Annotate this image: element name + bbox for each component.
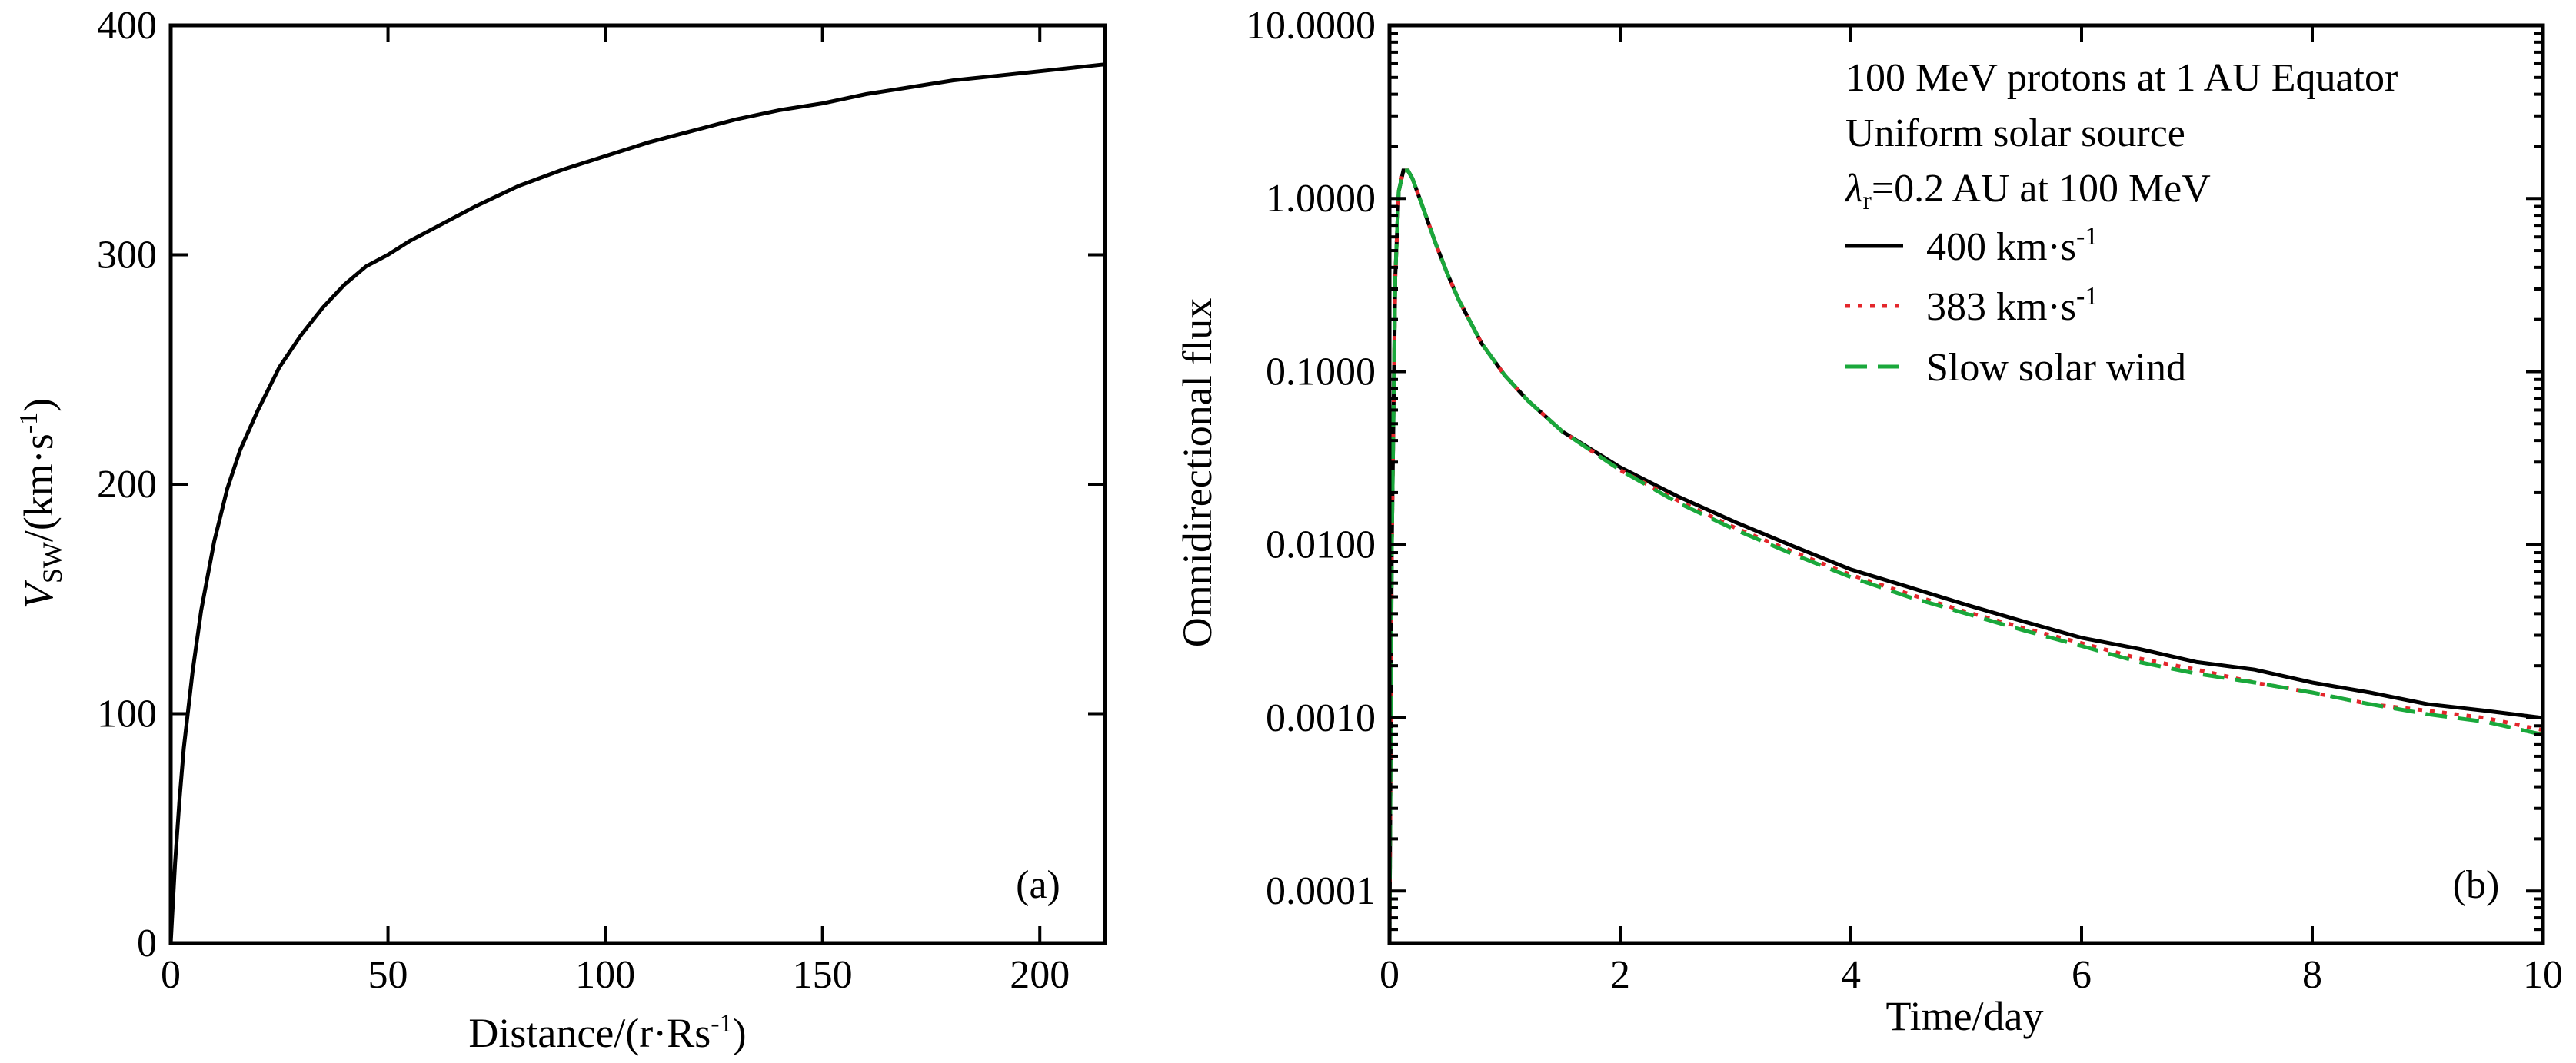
panel-b-label: (b) bbox=[2453, 863, 2500, 907]
panel-a-ylabel: VSW/(km·s-1) bbox=[15, 398, 68, 609]
y-tick-label: 400 bbox=[97, 4, 157, 48]
y-tick-label: 0 bbox=[137, 922, 157, 965]
x-tick-label: 200 bbox=[1010, 953, 1070, 997]
panel-b: 0 2 4 6 8 10 0.0001 0.0010 0.0100 0.1000 1.0000 10.… bbox=[1246, 4, 2563, 997]
y-tick-label: 100 bbox=[97, 693, 157, 736]
y-tick-label: 0.0100 bbox=[1266, 523, 1376, 567]
y-tick-label: 0.0010 bbox=[1266, 696, 1376, 740]
annotation-protons: 100 MeV protons at 1 AU Equator bbox=[1845, 56, 2398, 100]
panel-a-xlabel: Distance/(r·Rs-1) bbox=[468, 1009, 746, 1056]
x-tick-label: 0 bbox=[1380, 953, 1399, 997]
panel-a: 0 50 100 150 200 0 100 200 300 400 bbox=[97, 4, 1107, 997]
annotation-lambda: λr=0.2 AU at 100 MeV bbox=[1844, 167, 2211, 215]
x-tick-label: 6 bbox=[2072, 953, 2092, 997]
panel-b-ylabel: Omnidirectional flux bbox=[1174, 298, 1220, 647]
x-tick-label: 10 bbox=[2523, 953, 2563, 997]
legend-label-slow: Slow solar wind bbox=[1926, 346, 2186, 390]
legend-label-383: 383 km·s-1 bbox=[1926, 282, 2098, 329]
panel-b-xlabel: Time/day bbox=[1885, 993, 2043, 1039]
x-tick-label: 8 bbox=[2302, 953, 2322, 997]
x-tick-label: 4 bbox=[1841, 953, 1861, 997]
y-tick-label: 200 bbox=[97, 463, 157, 507]
x-tick-label: 150 bbox=[793, 953, 853, 997]
y-tick-label: 0.0001 bbox=[1266, 869, 1376, 913]
legend-label-400: 400 km·s-1 bbox=[1926, 222, 2098, 269]
series-line-slow-solar-wind bbox=[1387, 168, 2544, 944]
x-tick-label: 2 bbox=[1610, 953, 1630, 997]
panel-a-frame bbox=[168, 23, 1107, 945]
annotation-source: Uniform solar source bbox=[1845, 111, 2185, 155]
x-tick-label: 0 bbox=[161, 953, 181, 997]
series-line-0 bbox=[168, 62, 1106, 944]
y-tick-label: 1.0000 bbox=[1266, 177, 1376, 221]
x-tick-label: 100 bbox=[575, 953, 635, 997]
legend: 400 km·s-1 383 km·s-1 Slow solar wind bbox=[1845, 222, 2186, 390]
y-tick-label: 10.0000 bbox=[1246, 4, 1376, 48]
y-tick-label: 300 bbox=[97, 234, 157, 277]
panel-b-frame bbox=[1387, 23, 2545, 945]
panel-a-label: (a) bbox=[1016, 863, 1060, 907]
x-tick-label: 50 bbox=[368, 953, 408, 997]
y-tick-label: 0.1000 bbox=[1266, 350, 1376, 394]
